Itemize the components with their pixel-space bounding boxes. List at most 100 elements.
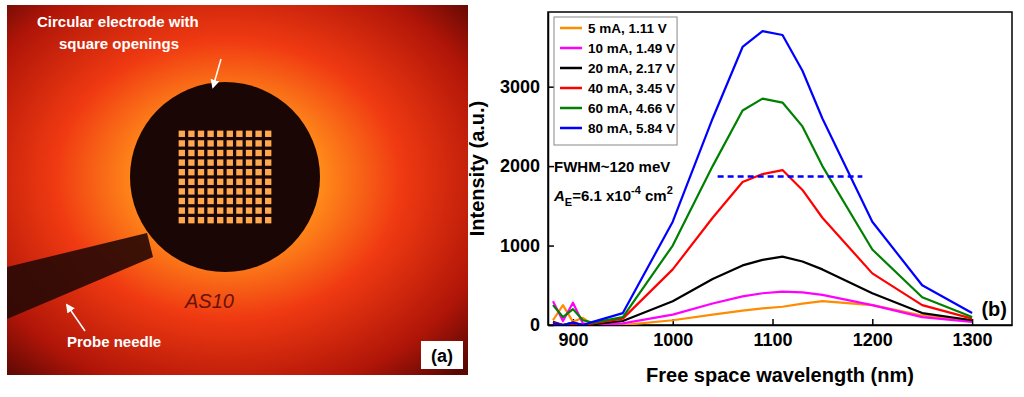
square-opening (217, 131, 223, 137)
square-opening (255, 198, 261, 204)
tick-label: 2000 (500, 156, 540, 176)
square-opening (198, 188, 204, 194)
spectrum-line (553, 99, 972, 323)
square-opening (227, 188, 233, 194)
square-opening (207, 217, 213, 223)
square-opening (198, 217, 204, 223)
square-opening (265, 131, 271, 137)
annotation-part: E (565, 196, 572, 208)
square-opening (255, 159, 261, 165)
square-opening (207, 207, 213, 213)
y-axis-title: Intensity (a.u.) (466, 101, 488, 237)
legend-swatch (560, 87, 582, 90)
square-opening (236, 198, 242, 204)
square-opening (236, 159, 242, 165)
openings-grid (179, 131, 272, 224)
square-opening (217, 188, 223, 194)
legend-label: 40 mA, 3.45 V (588, 81, 675, 96)
square-opening (207, 179, 213, 185)
square-opening (227, 198, 233, 204)
annotation-part: 2 (667, 184, 673, 196)
square-opening (217, 207, 223, 213)
square-opening (217, 159, 223, 165)
legend-label: 20 mA, 2.17 V (588, 61, 675, 76)
square-opening (227, 159, 233, 165)
annotation-part: A (553, 187, 565, 204)
annotation-part: cm (641, 187, 667, 204)
square-opening (207, 198, 213, 204)
square-opening (227, 217, 233, 223)
tick-label: 900 (558, 330, 588, 350)
square-opening (265, 169, 271, 175)
square-opening (255, 207, 261, 213)
square-opening (236, 207, 242, 213)
square-opening (179, 159, 185, 165)
tick-mark (548, 245, 554, 247)
square-opening (255, 188, 261, 194)
panel-label: (a) (431, 346, 453, 366)
square-opening (255, 131, 261, 137)
square-opening (217, 179, 223, 185)
panel-label-box (421, 341, 463, 369)
square-opening (217, 140, 223, 146)
legend-box (554, 17, 677, 145)
square-opening (207, 140, 213, 146)
square-opening (188, 179, 194, 185)
annotation: FWHM~120 meV (554, 158, 670, 175)
square-opening (265, 217, 271, 223)
square-opening (207, 159, 213, 165)
tick: 2000 (500, 156, 554, 176)
square-opening (188, 169, 194, 175)
tick-mark (872, 319, 874, 325)
square-opening (198, 179, 204, 185)
x-axis-title: Free space wavelength (nm) (646, 364, 914, 386)
square-opening (246, 131, 252, 137)
tick: 1000 (653, 319, 693, 350)
tick-label: 0 (530, 315, 540, 335)
annotation: AE=6.1 x10-4 cm2 (553, 184, 673, 208)
square-opening (217, 169, 223, 175)
annotation-part: FWHM~120 meV (554, 158, 670, 175)
plot-frame (548, 12, 1012, 325)
square-opening (179, 188, 185, 194)
square-opening (198, 198, 204, 204)
square-opening (255, 217, 261, 223)
needle-label: Probe needle (67, 333, 161, 350)
square-opening (179, 217, 185, 223)
legend-swatch (560, 107, 582, 110)
panel-label: (b) (981, 298, 1007, 320)
square-opening (227, 207, 233, 213)
square-opening (198, 159, 204, 165)
square-opening (236, 188, 242, 194)
y-axis: 0100020003000 (500, 13, 554, 336)
square-opening (188, 140, 194, 146)
tick-label: 1100 (753, 330, 792, 350)
square-opening (179, 198, 185, 204)
square-opening (217, 217, 223, 223)
tick: 1100 (753, 319, 792, 350)
square-opening (255, 140, 261, 146)
chart-panel: 900100011001200130001000200030005 mA, 1.… (466, 12, 1013, 386)
square-opening (246, 140, 252, 146)
square-opening (188, 159, 194, 165)
square-opening (227, 179, 233, 185)
photo-panel: AS10Circular electrode withsquare openin… (7, 5, 468, 375)
square-opening (198, 150, 204, 156)
square-opening (179, 179, 185, 185)
square-opening (227, 140, 233, 146)
square-opening (246, 217, 252, 223)
tick-mark (772, 319, 774, 325)
figure: AS10Circular electrode withsquare openin… (0, 0, 1024, 397)
square-opening (236, 131, 242, 137)
tick: 1300 (953, 319, 993, 350)
square-opening (207, 131, 213, 137)
square-opening (265, 207, 271, 213)
square-opening (207, 169, 213, 175)
square-opening (217, 150, 223, 156)
square-opening (265, 198, 271, 204)
square-opening (236, 179, 242, 185)
square-opening (179, 169, 185, 175)
annotation-part: =6.1 x10 (572, 187, 631, 204)
legend-label: 80 mA, 5.84 V (588, 121, 675, 136)
circular-electrode (130, 82, 320, 272)
